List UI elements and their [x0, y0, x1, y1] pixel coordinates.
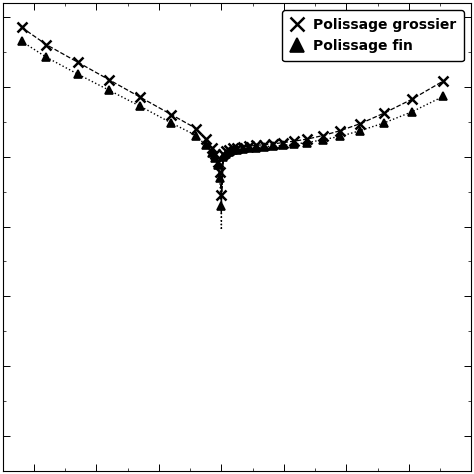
- Polissage grossier: [18, 24, 24, 30]
- Polissage grossier: [226, 147, 232, 153]
- Polissage fin: [215, 162, 220, 168]
- Polissage fin: [219, 203, 224, 209]
- Polissage grossier: [270, 141, 275, 147]
- Polissage fin: [234, 147, 240, 153]
- Polissage fin: [280, 143, 285, 148]
- Polissage grossier: [169, 112, 174, 118]
- Polissage grossier: [193, 126, 199, 131]
- Polissage grossier: [381, 110, 387, 116]
- Polissage grossier: [246, 143, 252, 149]
- Polissage grossier: [106, 77, 112, 82]
- Polissage fin: [212, 155, 218, 161]
- Polissage fin: [106, 87, 112, 93]
- Polissage fin: [137, 103, 143, 109]
- Polissage grossier: [261, 142, 267, 147]
- Legend: Polissage grossier, Polissage fin: Polissage grossier, Polissage fin: [282, 10, 464, 61]
- Polissage fin: [357, 128, 363, 134]
- Polissage grossier: [357, 121, 363, 127]
- Polissage fin: [44, 55, 49, 60]
- Polissage grossier: [230, 146, 236, 151]
- Polissage grossier: [217, 169, 222, 175]
- Polissage fin: [209, 150, 215, 156]
- Polissage grossier: [220, 151, 226, 156]
- Polissage grossier: [209, 146, 215, 151]
- Polissage grossier: [320, 133, 326, 138]
- Polissage fin: [253, 145, 259, 150]
- Line: Polissage grossier: Polissage grossier: [17, 22, 448, 200]
- Polissage fin: [381, 120, 387, 126]
- Polissage fin: [291, 141, 297, 147]
- Polissage grossier: [337, 128, 343, 134]
- Polissage fin: [217, 175, 222, 181]
- Polissage grossier: [212, 151, 218, 156]
- Polissage fin: [75, 71, 81, 77]
- Polissage fin: [337, 134, 343, 139]
- Polissage fin: [230, 147, 236, 153]
- Polissage grossier: [304, 136, 310, 142]
- Polissage grossier: [440, 78, 446, 84]
- Polissage fin: [409, 109, 415, 115]
- Line: Polissage fin: Polissage fin: [18, 37, 447, 210]
- Polissage grossier: [44, 42, 49, 47]
- Polissage fin: [193, 133, 199, 138]
- Polissage grossier: [223, 148, 228, 154]
- Polissage fin: [223, 151, 228, 156]
- Polissage fin: [169, 120, 174, 126]
- Polissage fin: [18, 38, 24, 44]
- Polissage fin: [304, 140, 310, 146]
- Polissage fin: [261, 144, 267, 150]
- Polissage fin: [240, 146, 246, 152]
- Polissage grossier: [137, 94, 143, 100]
- Polissage grossier: [234, 145, 240, 150]
- Polissage fin: [320, 137, 326, 143]
- Polissage fin: [246, 146, 252, 151]
- Polissage fin: [440, 94, 446, 100]
- Polissage grossier: [240, 144, 246, 150]
- Polissage fin: [220, 154, 226, 159]
- Polissage grossier: [219, 192, 224, 198]
- Polissage grossier: [291, 138, 297, 144]
- Polissage fin: [226, 149, 232, 155]
- Polissage fin: [270, 143, 275, 149]
- Polissage grossier: [409, 96, 415, 102]
- Polissage grossier: [203, 136, 209, 142]
- Polissage grossier: [253, 143, 259, 148]
- Polissage grossier: [215, 159, 220, 165]
- Polissage grossier: [75, 59, 81, 65]
- Polissage fin: [203, 143, 209, 148]
- Polissage grossier: [280, 140, 285, 146]
